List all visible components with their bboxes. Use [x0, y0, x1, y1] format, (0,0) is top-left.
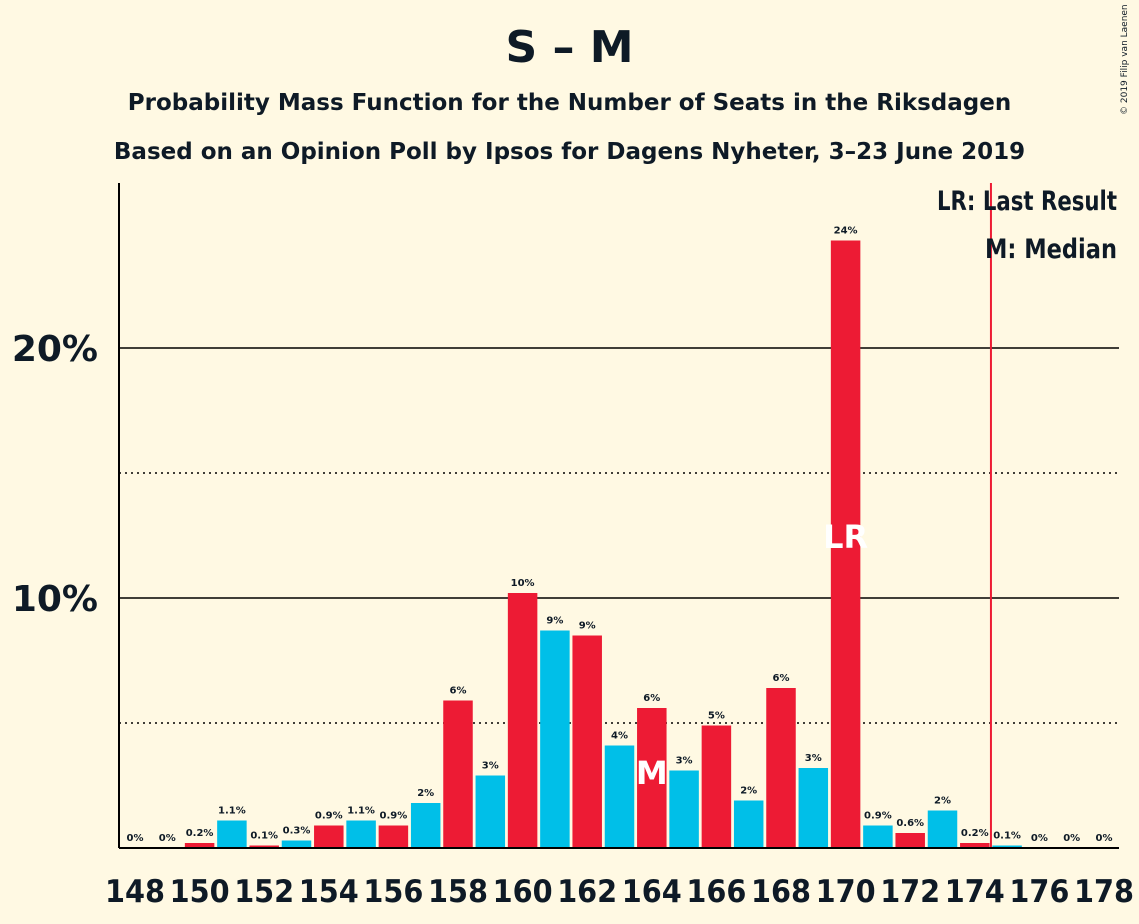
x-tick-label: 170	[816, 874, 876, 910]
data-label-163: 4%	[611, 731, 628, 742]
data-label-159: 3%	[482, 761, 499, 772]
data-label-171: 0.9%	[864, 811, 892, 822]
data-label-176: 0%	[1031, 833, 1048, 844]
bar-163	[604, 745, 635, 848]
x-tick-label: 158	[428, 874, 488, 910]
bar-161	[540, 630, 570, 848]
bar-166	[701, 725, 732, 848]
data-label-166: 5%	[708, 711, 725, 722]
bar-171	[863, 825, 893, 848]
x-tick-label: 156	[363, 874, 423, 910]
data-label-153: 0.3%	[283, 826, 311, 837]
bar-155	[346, 820, 376, 848]
data-labels: 0% 0% 0.2% 1.1% 0.1% 0.3% 0.9% 1.1% 0.9% 2% 6% 3% 10…	[127, 226, 1113, 845]
bars	[184, 240, 1022, 848]
data-label-150: 0.2%	[186, 828, 214, 839]
grid-lines	[119, 347, 1119, 724]
bar-158	[443, 700, 473, 848]
data-label-172: 0.6%	[896, 818, 924, 829]
bar-151	[217, 820, 247, 848]
bar-175	[992, 845, 1022, 848]
chart-subtitle-poll: Based on an Opinion Poll by Ipsos for Da…	[113, 139, 1026, 165]
x-tick-label: 166	[686, 874, 746, 910]
data-label-161: 9%	[546, 616, 563, 627]
chart-title: S – M	[505, 22, 634, 73]
bar-153	[281, 840, 312, 848]
bar-152	[249, 845, 279, 848]
bar-167	[733, 800, 764, 848]
legend: LR: Last Result M: Median	[937, 186, 1117, 265]
bar-165	[669, 770, 699, 848]
bar-150	[184, 843, 215, 848]
data-label-164: 6%	[643, 693, 660, 704]
x-tick-label: 162	[557, 874, 617, 910]
bar-172	[895, 833, 925, 848]
bar-164	[637, 708, 667, 848]
bar-160	[507, 593, 538, 848]
axes: 10%20%148 150 152 154 156 158 160 162 164 166 168 1…	[12, 183, 1134, 910]
bar-168	[766, 688, 796, 848]
bar-162	[572, 635, 602, 848]
data-label-151: 1.1%	[218, 806, 246, 817]
data-label-169: 3%	[805, 753, 822, 764]
median-marker: M	[636, 754, 668, 792]
data-label-155: 1.1%	[347, 806, 375, 817]
data-label-178: 0%	[1096, 833, 1113, 844]
data-label-156: 0.9%	[380, 811, 408, 822]
data-label-170: 24%	[834, 226, 858, 237]
bar-159	[475, 775, 506, 848]
bar-156	[378, 825, 409, 848]
chart-subtitle: Probability Mass Function for the Number…	[127, 90, 1012, 116]
data-label-157: 2%	[417, 788, 434, 799]
bar-169	[798, 768, 829, 848]
bar-170	[830, 240, 861, 848]
x-tick-label: 176	[1009, 874, 1069, 910]
data-label-173: 2%	[934, 796, 951, 807]
data-label-167: 2%	[740, 786, 757, 797]
x-tick-label: 148	[105, 874, 165, 910]
x-tick-label: 174	[945, 874, 1005, 910]
x-tick-label: 152	[234, 874, 294, 910]
legend-median: M: Median	[985, 234, 1117, 265]
data-label-158: 6%	[450, 686, 467, 697]
x-tick-label: 154	[299, 874, 359, 910]
bar-157	[410, 803, 441, 848]
data-label-152: 0.1%	[250, 831, 278, 842]
data-label-162: 9%	[579, 621, 596, 632]
bar-174	[960, 843, 990, 848]
bar-154	[314, 825, 344, 848]
data-label-148: 0%	[127, 833, 144, 844]
bar-173	[927, 810, 958, 848]
data-label-168: 6%	[773, 673, 790, 684]
y-tick-label: 20%	[12, 329, 98, 370]
x-tick-label: 168	[751, 874, 811, 910]
x-tick-label: 150	[170, 874, 230, 910]
x-tick-label: 164	[622, 874, 682, 910]
data-label-174: 0.2%	[961, 828, 989, 839]
x-tick-label: 172	[880, 874, 940, 910]
data-label-175: 0.1%	[993, 831, 1021, 842]
data-label-160: 10%	[511, 578, 535, 589]
legend-last-result: LR: Last Result	[937, 186, 1117, 217]
data-label-165: 3%	[676, 756, 693, 767]
last-result-marker: LR	[823, 518, 868, 556]
y-tick-label: 10%	[12, 579, 98, 620]
data-label-149: 0%	[159, 833, 176, 844]
x-tick-label: 160	[493, 874, 553, 910]
data-label-177: 0%	[1063, 833, 1080, 844]
x-tick-label: 178	[1074, 874, 1134, 910]
data-label-154: 0.9%	[315, 811, 343, 822]
